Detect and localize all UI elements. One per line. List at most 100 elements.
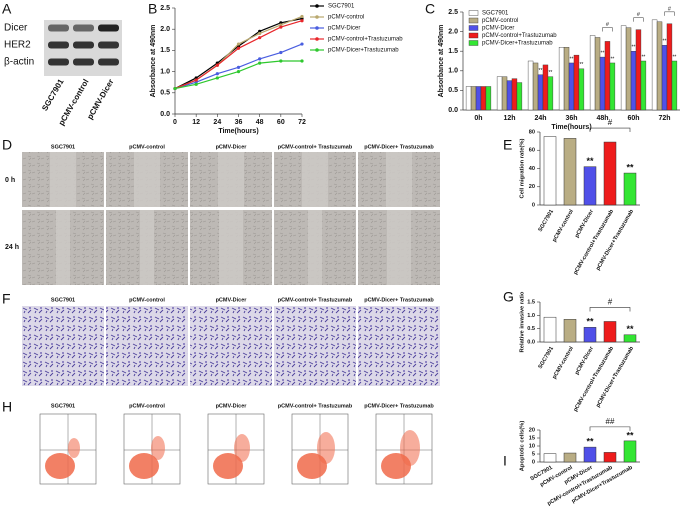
y-tick-label: 1.5 <box>448 48 458 55</box>
legend-swatch <box>468 32 479 39</box>
micrograph <box>274 306 356 386</box>
y-axis-title: Absorbance at 490nm <box>150 25 157 98</box>
y-tick-label: 1.5 <box>160 47 170 54</box>
wound-gap <box>56 210 70 285</box>
y-tick-label: 15 <box>529 435 535 441</box>
bar <box>558 47 565 111</box>
x-tick-label: 24h <box>534 115 546 122</box>
point <box>300 19 304 23</box>
bar <box>578 68 585 111</box>
y-tick-label: 2.5 <box>160 5 170 12</box>
y-axis-title: Absorbance at 490nm <box>438 25 445 98</box>
wound-gap <box>140 210 154 285</box>
bar <box>563 47 570 111</box>
legend-label: SGC7901 <box>328 4 355 10</box>
bracket <box>589 307 631 312</box>
bar <box>506 80 513 111</box>
significance: ** <box>626 162 634 172</box>
x-tick-label: 60h <box>627 115 639 122</box>
point <box>236 46 241 50</box>
y-tick-label: 0.5 <box>448 87 458 94</box>
bar <box>568 62 575 111</box>
events <box>151 436 165 460</box>
legend-marker <box>315 4 319 8</box>
bar <box>543 316 557 343</box>
column-title: SGC7901 <box>51 297 75 303</box>
y-tick-label: 1.0 <box>527 313 535 319</box>
bracket <box>664 11 675 16</box>
bar <box>623 334 637 343</box>
band <box>48 58 69 66</box>
panel-label: B <box>148 1 157 17</box>
y-tick-label: 0 <box>532 459 535 465</box>
bar <box>603 141 617 206</box>
x-tick-label: pCMV-Dicer+Trastuzumab <box>595 345 635 408</box>
legend-label: pCMV-Dicer <box>328 26 360 32</box>
y-tick-label: 0 <box>532 202 535 208</box>
legend-label: SGC7901 <box>482 11 509 17</box>
x-tick-label: 12h <box>503 115 515 122</box>
significance: ** <box>570 56 574 62</box>
panel-label: I <box>503 453 507 469</box>
x-tick-label: 60 <box>277 119 285 126</box>
wound-gap <box>134 152 160 207</box>
significance: ** <box>626 430 634 440</box>
wound-gap <box>218 152 244 207</box>
y-tick-label: 0.0 <box>527 339 535 345</box>
x-tick-label: pCMV-Dicer <box>574 208 595 239</box>
x-tick-label: pCMV-control+Trastuzumab <box>573 208 616 276</box>
significance: ** <box>539 68 543 74</box>
legend-marker <box>315 15 319 19</box>
significance: ** <box>586 436 594 446</box>
point <box>279 25 283 29</box>
point <box>236 65 241 69</box>
column-title: pCMV-Dicer <box>216 403 248 409</box>
x-tick-label: 36h <box>565 115 577 122</box>
band <box>98 58 119 66</box>
significance: ** <box>663 39 667 45</box>
x-tick-label: 0 <box>173 119 177 126</box>
band-label: HER2 <box>4 40 31 51</box>
bar <box>537 74 544 111</box>
bar <box>475 86 482 111</box>
legend-label: pCMV-control <box>482 18 518 24</box>
column-title: pCMV-control <box>129 297 165 303</box>
events <box>400 430 420 466</box>
x-tick-label: pCMV-control <box>552 208 576 243</box>
wound-gap <box>308 210 322 285</box>
significance: ** <box>641 54 645 60</box>
bar <box>603 321 617 343</box>
bracket <box>589 127 631 133</box>
comparison-label: # <box>668 6 672 12</box>
wound-gap <box>386 152 412 207</box>
panel-label: C <box>425 1 435 17</box>
legend-label: pCMV-control+Trastuzumab <box>328 37 403 43</box>
x-tick-label: pCMV-control <box>552 345 576 380</box>
column-title: pCMV-control <box>129 144 165 150</box>
point <box>279 59 283 63</box>
bar <box>563 452 577 463</box>
bar <box>609 62 616 111</box>
x-tick-label: pCMV-Dicer <box>574 345 595 376</box>
point <box>215 72 219 76</box>
panel-label: A <box>2 1 12 17</box>
panel-label: E <box>503 137 512 153</box>
significance: ** <box>548 70 552 76</box>
legend-marker <box>315 26 319 30</box>
bar <box>516 82 523 111</box>
point <box>215 63 219 67</box>
legend-swatch <box>468 10 479 16</box>
x-tick-label: 48 <box>256 119 264 126</box>
y-tick-label: 40 <box>529 166 535 172</box>
bar <box>532 62 539 111</box>
bar <box>470 86 477 111</box>
bar <box>543 453 557 463</box>
y-tick-label: 0.0 <box>448 107 458 114</box>
bar <box>583 327 597 343</box>
bar <box>651 19 658 111</box>
events <box>234 434 250 462</box>
wound-gap <box>302 152 328 207</box>
significance: ** <box>610 56 614 62</box>
x-axis-title: Time(hours) <box>551 124 591 131</box>
column-title: SGC7901 <box>51 403 75 409</box>
